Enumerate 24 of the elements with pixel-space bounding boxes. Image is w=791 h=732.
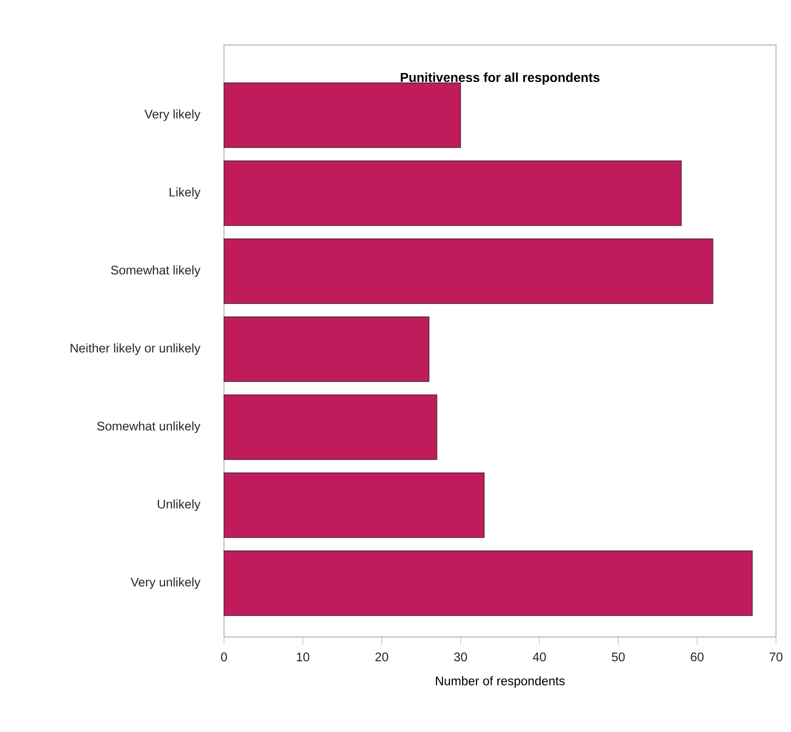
x-axis-title: Number of respondents — [436, 676, 565, 688]
bar — [224, 160, 682, 226]
x-tick-label: 10 — [296, 652, 310, 662]
x-tick-label: 70 — [770, 652, 782, 662]
bar — [224, 238, 714, 304]
bar — [224, 82, 461, 148]
x-tick-label: 50 — [612, 652, 625, 662]
x-tick-label: 60 — [690, 652, 704, 662]
x-tick-label: 30 — [454, 652, 468, 662]
bar — [224, 472, 485, 538]
bar — [224, 550, 753, 616]
bar — [224, 316, 430, 382]
x-tick-label: 0 — [221, 652, 227, 662]
y-tick-label: Very unlikely — [130, 577, 200, 589]
x-tick-label: 20 — [375, 652, 388, 662]
y-tick-label: Somewhat likely — [111, 265, 200, 277]
y-tick-label: Very likely — [144, 109, 200, 121]
y-tick-label: Neither likely or unlikely — [70, 343, 200, 355]
x-tick-label: 40 — [532, 652, 546, 662]
y-tick-label: Unlikely — [158, 499, 200, 511]
y-tick-label: Somewhat unlikely — [97, 421, 200, 433]
bar — [224, 394, 438, 460]
text: Punitiveness for all respondents — [400, 72, 600, 85]
y-tick-label: Likely — [170, 187, 200, 199]
